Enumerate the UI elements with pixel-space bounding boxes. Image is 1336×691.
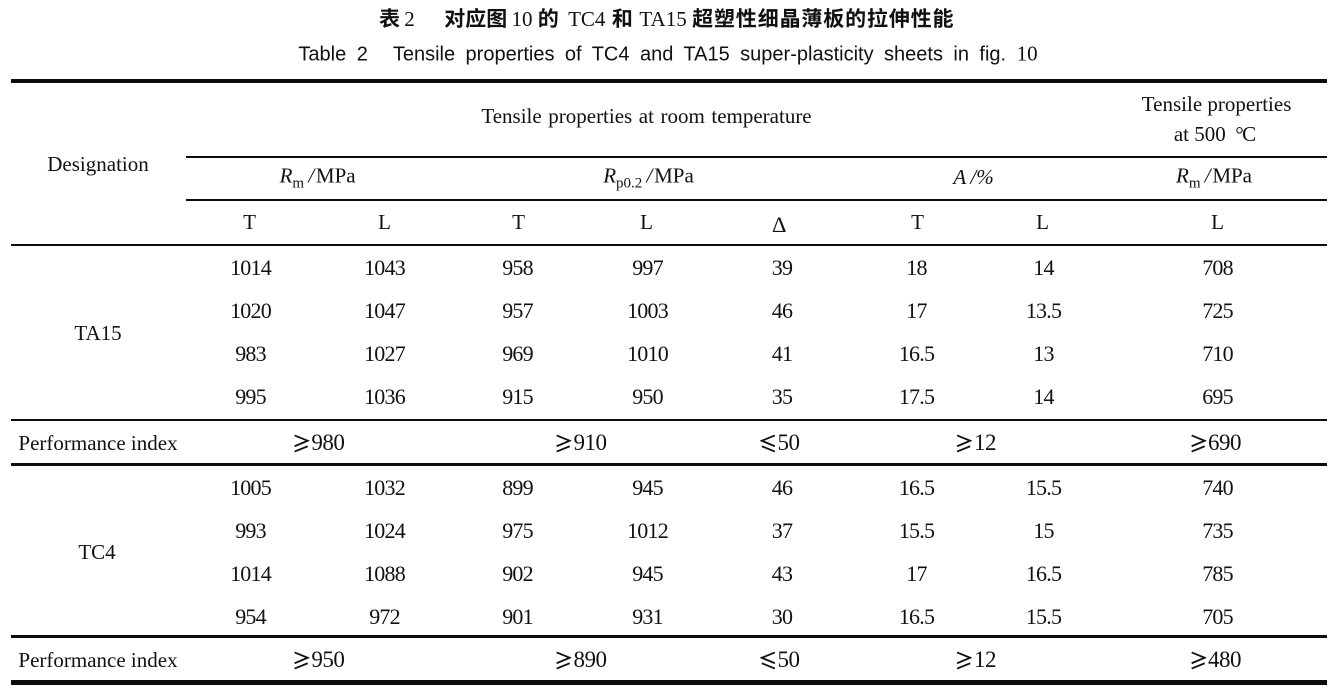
svg-text:TA15: TA15: [639, 7, 686, 31]
svg-text:2: 2: [404, 7, 415, 31]
svg-text:TC4: TC4: [568, 7, 606, 31]
svg-text:10: 10: [512, 7, 533, 31]
